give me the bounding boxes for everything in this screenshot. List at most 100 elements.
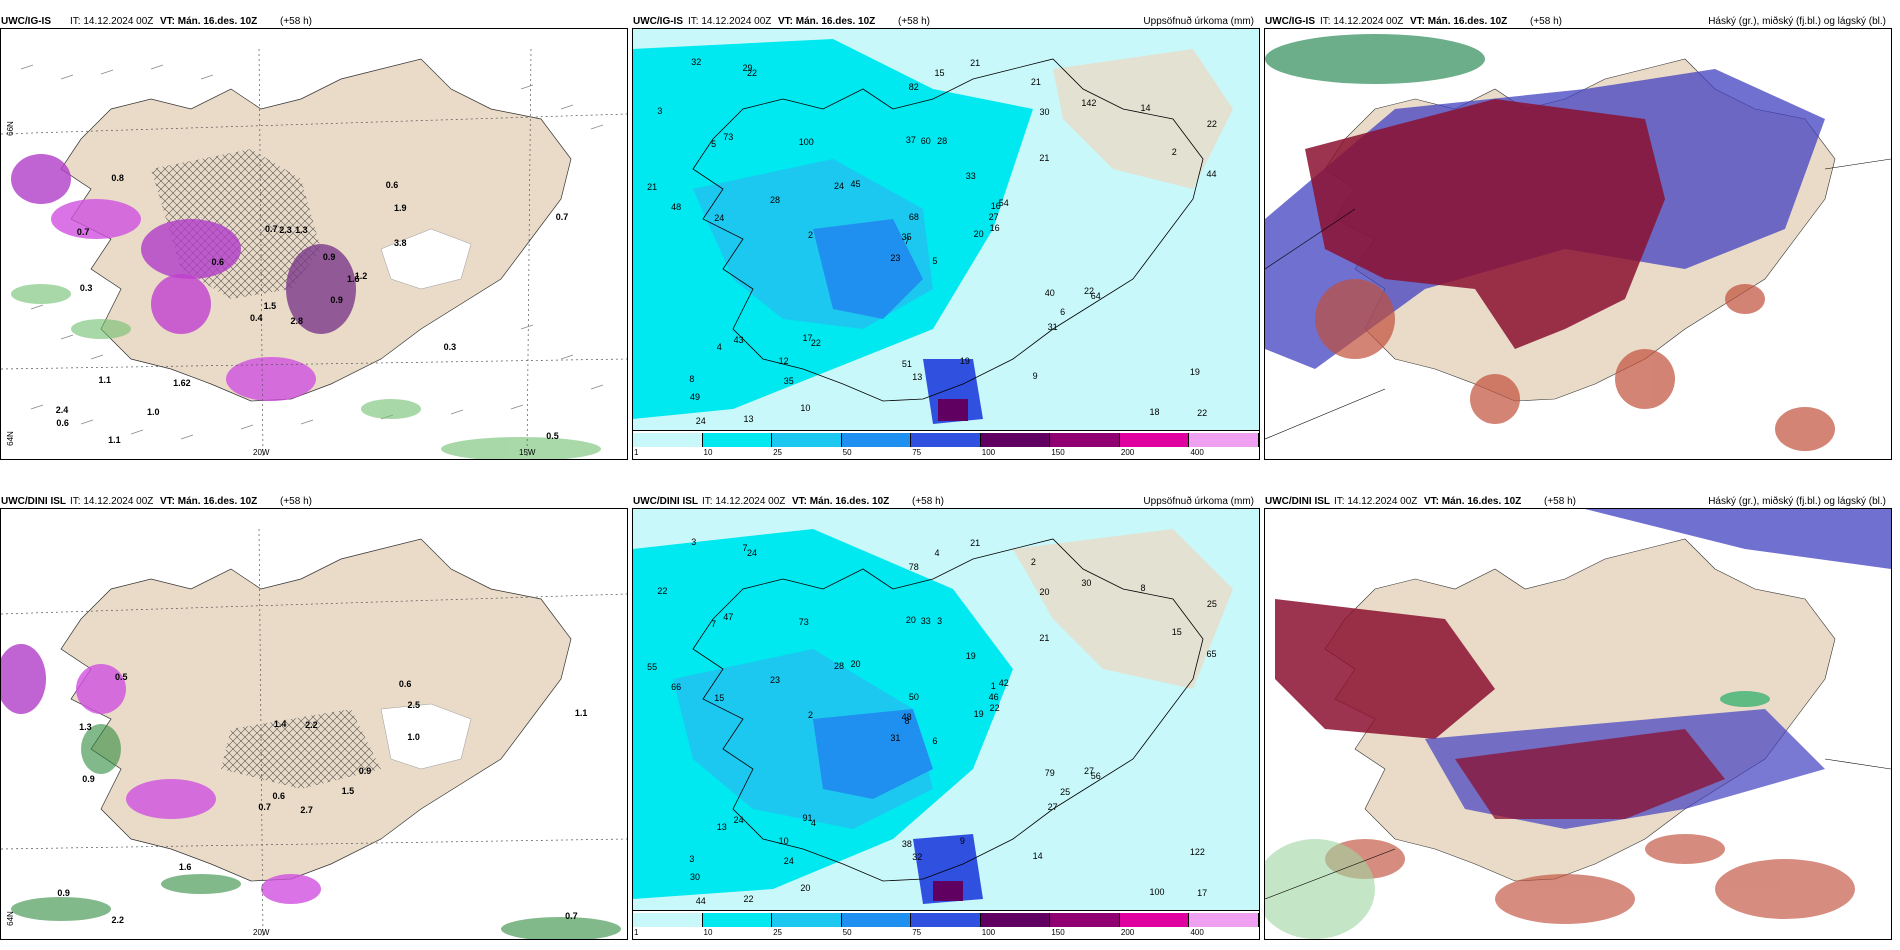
colorbar-tick: 200 bbox=[1120, 448, 1135, 457]
value-label: 28 bbox=[769, 194, 780, 205]
value-label: 30 bbox=[1081, 577, 1092, 588]
value-label: 19 bbox=[973, 709, 984, 720]
panel-header: UWC/IG-IS IT: 14.12.2024 00Z VT: Mán. 16… bbox=[0, 12, 628, 32]
value-label: 0.4 bbox=[249, 313, 263, 324]
value-label: 38 bbox=[901, 839, 912, 850]
colorbar-tick: 200 bbox=[1120, 928, 1135, 937]
value-label: 0.6 bbox=[398, 678, 412, 689]
value-label: 68 bbox=[908, 211, 919, 222]
colorbar-swatch bbox=[1119, 913, 1190, 927]
value-label: 2 bbox=[807, 709, 813, 720]
value-label: 32 bbox=[691, 56, 702, 67]
value-label: 2 bbox=[807, 229, 813, 240]
panel-cloud-top: UWC/IG-IS IT: 14.12.2024 00Z VT: Mán. 16… bbox=[1264, 12, 1892, 460]
precip-blobs bbox=[11, 154, 356, 401]
value-label: 0.7 bbox=[76, 227, 90, 238]
value-label: 20 bbox=[800, 882, 811, 893]
valid-time: VT: Mán. 16.des. 10Z bbox=[1410, 16, 1508, 27]
panel-title: Uppsöfnuð úrkoma (mm) bbox=[1143, 16, 1254, 27]
panel-title: Háský (gr.), miðský (fj.bl.) og lágský (… bbox=[1708, 16, 1886, 27]
value-label: 22 bbox=[1197, 407, 1208, 418]
valid-time: VT: Mán. 16.des. 10Z bbox=[778, 16, 876, 27]
colorbar-tick: 50 bbox=[842, 928, 852, 937]
value-label: 17 bbox=[1197, 887, 1208, 898]
value-label: 82 bbox=[908, 82, 919, 93]
value-label: 23 bbox=[890, 252, 901, 263]
value-label: 10 bbox=[800, 402, 811, 413]
valid-time: VT: Mán. 16.des. 10Z bbox=[1424, 496, 1522, 507]
cloud-map bbox=[1264, 28, 1892, 460]
value-label: 46 bbox=[988, 692, 999, 703]
value-label: 20 bbox=[1039, 587, 1050, 598]
value-label: 20 bbox=[973, 229, 984, 240]
value-label: 0.3 bbox=[443, 341, 457, 352]
value-label: 0.5 bbox=[546, 430, 559, 441]
value-label: 17 bbox=[802, 332, 813, 343]
colorbar-tick: 400 bbox=[1190, 928, 1204, 937]
panel-title: Uppsöfnuð úrkoma (mm) bbox=[1143, 496, 1254, 507]
value-label: 28 bbox=[833, 661, 844, 672]
init-time: IT: 14.12.2024 00Z bbox=[1334, 496, 1418, 507]
panel-precip-bottom: UWC/DINI ISL IT: 14.12.2024 00Z VT: Mán.… bbox=[632, 492, 1260, 940]
value-label: 79 bbox=[1044, 768, 1055, 779]
colorbar-tick: 100 bbox=[981, 928, 996, 937]
value-label: 40 bbox=[1044, 288, 1055, 299]
lon-label-20w: 20W bbox=[253, 448, 270, 457]
value-label: 13 bbox=[716, 822, 727, 833]
value-label: 0.3 bbox=[79, 283, 93, 294]
value-label: 1.5 bbox=[341, 785, 355, 796]
value-label: 37 bbox=[905, 135, 916, 146]
value-label: 13 bbox=[912, 371, 923, 382]
value-label: 9 bbox=[959, 836, 965, 847]
lon-label-15w: 15W bbox=[519, 448, 536, 457]
model-label: UWC/DINI ISL bbox=[1, 496, 66, 507]
light-precip bbox=[11, 284, 601, 459]
colorbar-swatch bbox=[702, 913, 773, 927]
colorbar-tick: 10 bbox=[703, 928, 713, 937]
colorbar-swatch bbox=[911, 913, 981, 927]
colorbar-swatch bbox=[702, 433, 773, 447]
value-label: 24 bbox=[733, 814, 744, 825]
panel-header: UWC/DINI ISL IT: 14.12.2024 00Z VT: Mán.… bbox=[632, 492, 1260, 512]
value-label: 1.2 bbox=[354, 271, 368, 282]
value-label: 16 bbox=[990, 201, 1001, 211]
value-label: 66 bbox=[671, 681, 682, 692]
lead-time: (+58 h) bbox=[1530, 16, 1562, 27]
value-label: 2 bbox=[1030, 557, 1036, 568]
value-label: 7 bbox=[742, 542, 748, 553]
lat-label-66n: 66N bbox=[5, 121, 15, 136]
colorbar-tick: 75 bbox=[912, 928, 922, 937]
value-label: 27 bbox=[1047, 801, 1058, 812]
valid-time: VT: Mán. 16.des. 10Z bbox=[792, 496, 890, 507]
value-label: 44 bbox=[695, 895, 706, 906]
value-label: 5 bbox=[711, 139, 717, 150]
colorbar-swatch bbox=[980, 433, 1051, 447]
cloud-map bbox=[1264, 508, 1892, 940]
value-label: 1.0 bbox=[147, 406, 160, 417]
value-label: 1.1 bbox=[98, 375, 112, 386]
value-label: 19 bbox=[1189, 367, 1200, 378]
precip-map: 6 7 8 3 1 4 2 3 20 19 24 17 15 25 31 21 22 20 19 24 20 30 24 33… bbox=[632, 508, 1260, 940]
model-label: UWC/DINI ISL bbox=[633, 496, 698, 507]
value-label: 91 bbox=[802, 812, 813, 823]
value-label: 4 bbox=[934, 548, 940, 559]
value-label: 16 bbox=[989, 222, 1000, 233]
value-label: 8 bbox=[904, 716, 910, 727]
colorbar-tick: 25 bbox=[773, 448, 783, 457]
value-label: 25 bbox=[1206, 598, 1217, 609]
colorbar-tick: 400 bbox=[1190, 448, 1204, 457]
lead-time: (+58 h) bbox=[898, 16, 930, 27]
value-label: 18 bbox=[1149, 407, 1160, 418]
value-label: 10 bbox=[778, 836, 789, 847]
value-label: 33 bbox=[965, 171, 976, 182]
value-label: 30 bbox=[1039, 107, 1050, 118]
colorbar-swatch bbox=[772, 433, 842, 447]
colorbar-tick: 1 bbox=[634, 928, 639, 937]
value-label: 100 bbox=[1149, 887, 1165, 898]
init-time: IT: 14.12.2024 00Z bbox=[70, 496, 154, 507]
value-label: 12 bbox=[778, 356, 789, 367]
value-label: 1 bbox=[990, 681, 996, 691]
value-label: 24 bbox=[746, 547, 757, 558]
value-label: 2.4 bbox=[55, 405, 69, 416]
lat-label-64n: 64N bbox=[5, 431, 15, 446]
